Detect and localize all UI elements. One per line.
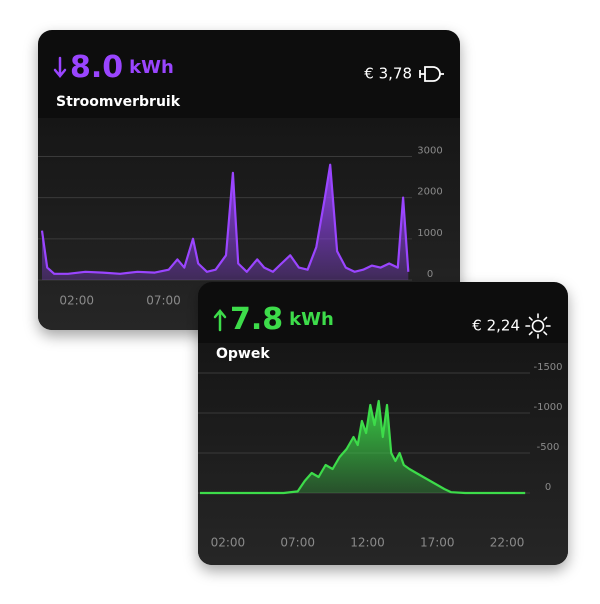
card-title: Stroomverbruik [56,94,181,110]
x-tick-label: 07:00 [146,294,181,308]
plug-icon [419,66,444,82]
card-body: -1500 -1000 -500 0 02:00 07:00 12:00 17:00 22:00 [198,343,568,565]
sun-ray [543,316,548,321]
x-tick-label: 07:00 [280,536,315,550]
line [200,399,526,495]
headline-value: 8.0 [70,50,123,85]
y-tick-label: -1000 [533,402,562,413]
cost: € 2,24 [472,317,520,335]
sun-ray [543,331,548,336]
headline-unit: kWh [129,57,174,78]
y-tick-label: 1000 [417,228,442,239]
area [42,164,409,280]
sun-ray [528,316,533,321]
y-tick-label: 0 [427,269,433,280]
sun-ray [528,331,533,336]
x-tick-label: 02:00 [211,536,246,550]
card: -1500 -1000 -500 0 02:00 07:00 12:00 17:00 22:00… [198,282,568,565]
card-title: Opwek [216,346,270,362]
trend-arrow [213,309,227,332]
y-tick-label: -1500 [533,362,562,373]
x-tick-label: 02:00 [59,294,94,308]
line [40,163,410,275]
x-tick-label: 22:00 [490,536,525,550]
trend-arrow [53,56,67,78]
headline-unit: kWh [289,309,334,330]
headline: 7.8 kWh [230,302,334,337]
cost: € 3,78 [364,65,412,83]
y-tick-label: 0 [545,482,551,493]
area [200,401,526,493]
x-tick-label: 12:00 [350,536,385,550]
y-tick-label: -500 [537,442,560,453]
headline-value: 7.8 [230,302,283,337]
y-tick-label: 3000 [417,145,442,156]
sun-icon [531,319,545,333]
x-tick-label: 17:00 [420,536,455,550]
y-tick-label: 2000 [417,187,442,198]
headline: 8.0 kWh [70,50,174,85]
